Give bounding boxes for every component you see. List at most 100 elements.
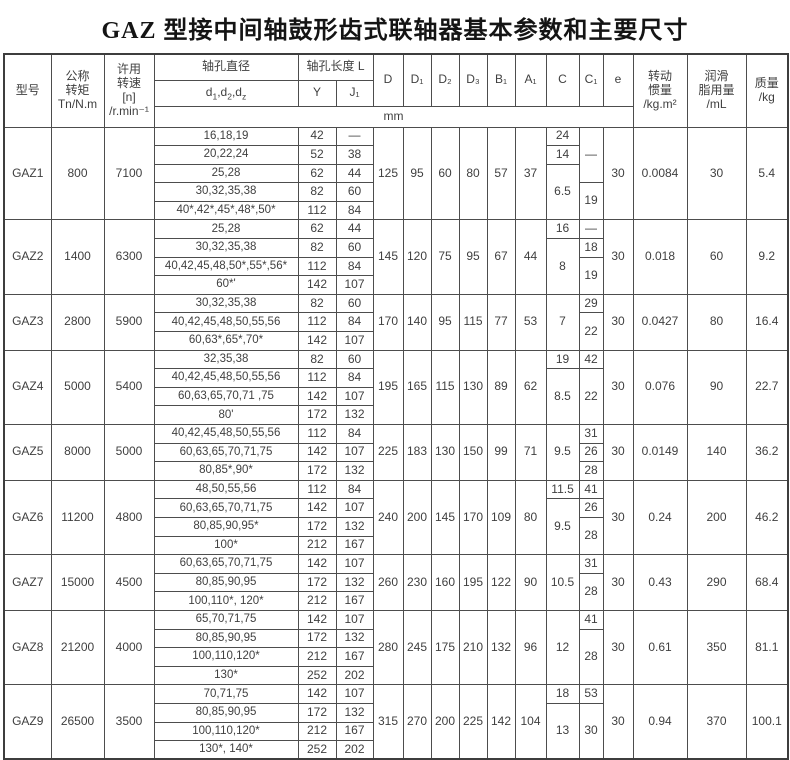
cell-dim-d1: 183 xyxy=(402,424,432,481)
cell-length-j1: 167 xyxy=(335,647,374,667)
cell-dim-d: 195 xyxy=(372,349,404,426)
cell-grease: 60 xyxy=(686,219,747,295)
cell-dim-e: 30 xyxy=(602,126,634,221)
cell-dim-e: 30 xyxy=(602,219,634,295)
cell-dim-c1: 31 xyxy=(578,554,604,574)
cell-inertia: 0.43 xyxy=(632,554,688,611)
cell-speed: 6300 xyxy=(103,219,155,295)
cell-mass: 16.4 xyxy=(745,293,789,351)
cell-bore-diameters: 80,85,90,95 xyxy=(153,702,299,723)
cell-bore-diameters: 130*, 140* xyxy=(153,740,299,760)
table-row: 130*, 140* 252 202 xyxy=(4,740,788,760)
col-header-length-j1: J₁ xyxy=(335,79,374,107)
table-row: 100,110*, 120* 212 167 xyxy=(4,591,788,611)
cell-length-j1: 84 xyxy=(335,200,374,221)
cell-dim-c: 24 xyxy=(545,126,580,147)
cell-dim-d: 225 xyxy=(372,424,404,481)
table-row: GAZ7 15000 4500 60,63,65,70,71,75 142 107 260 2… xyxy=(3,554,789,611)
cell-dim-d2: 95 xyxy=(430,293,460,351)
table-row: GAZ5 8000 5000 40,42,45,48,50,55,56 112 84 225… xyxy=(3,424,789,481)
cell-bore-diameters: 65,70,71,75 xyxy=(153,609,299,630)
cell-speed: 4500 xyxy=(103,554,155,611)
table-row: 60,63,65,70,71,75 142 107 9.5 26 xyxy=(4,498,788,556)
cell-length-j1: 107 xyxy=(335,442,374,463)
cell-grease: 370 xyxy=(686,684,747,760)
cell-torque: 26500 xyxy=(50,684,105,760)
cell-dim-c1: — xyxy=(578,219,604,240)
cell-length-j1: 84 xyxy=(335,368,374,388)
cell-dim-d3: 115 xyxy=(458,293,488,351)
cell-length-y: 142 xyxy=(297,498,337,518)
page-title: GAZ 型接中间轴鼓形齿式联轴器基本参数和主要尺寸 xyxy=(101,18,689,44)
cell-dim-b1: 67 xyxy=(486,219,516,295)
cell-dim-c1: 28 xyxy=(578,628,604,686)
cell-length-y: 212 xyxy=(297,721,337,742)
cell-model: GAZ7 xyxy=(3,554,52,611)
cell-dim-b1: 89 xyxy=(486,349,516,426)
cell-bore-diameters: 60*' xyxy=(153,275,299,295)
table-row: GAZ9 26500 3500 70,71,75 142 107 315 270 200 225 1… xyxy=(3,684,789,760)
cell-dim-d: 145 xyxy=(372,219,404,295)
cell-length-y: 82 xyxy=(297,238,337,258)
cell-torque: 15000 xyxy=(50,554,105,611)
cell-grease: 140 xyxy=(686,424,747,481)
cell-dim-c1: 28 xyxy=(578,516,604,556)
cell-length-j1: 202 xyxy=(335,665,374,686)
cell-dim-c: 7 xyxy=(545,293,580,351)
cell-length-y: 142 xyxy=(297,331,337,351)
cell-length-j1: 107 xyxy=(335,684,374,704)
cell-length-j1: 84 xyxy=(335,312,374,333)
cell-dim-b1: 132 xyxy=(486,609,516,686)
cell-torque: 11200 xyxy=(50,479,105,556)
cell-speed: 4800 xyxy=(103,479,155,556)
cell-dim-c1: 28 xyxy=(578,572,604,611)
cell-dim-d3: 225 xyxy=(458,684,488,760)
cell-dim-c: 8.5 xyxy=(545,368,580,425)
cell-mass: 46.2 xyxy=(745,479,789,556)
cell-torque: 5000 xyxy=(50,349,105,426)
cell-dim-c1: 29 xyxy=(578,293,604,314)
table-row: 60,63,65,70,71,75 142 107 26 xyxy=(4,442,788,463)
cell-dim-c1: 26 xyxy=(578,442,604,463)
cell-length-y: 62 xyxy=(297,163,337,184)
table-row: 40,42,45,48,50,55,56 112 84 22 xyxy=(4,312,788,351)
d-symbol-sub1: 1 xyxy=(212,91,218,102)
cell-bore-diameters: 60,63,65,70,71,75 xyxy=(153,442,299,463)
cell-dim-c1: 42 xyxy=(578,349,604,370)
table-row: 80,85,90,95 172 132 28 xyxy=(4,572,788,611)
cell-length-j1: 202 xyxy=(335,740,374,760)
cell-length-y: 172 xyxy=(297,461,337,481)
cell-dim-c: 16 xyxy=(545,219,580,240)
cell-dim-d3: 130 xyxy=(458,349,488,426)
cell-dim-a1: 44 xyxy=(514,219,547,295)
cell-dim-d: 125 xyxy=(372,126,404,221)
cell-dim-b1: 77 xyxy=(486,293,516,351)
cell-length-j1: 107 xyxy=(335,386,374,407)
col-header-a1: A₁ xyxy=(514,53,547,107)
cell-bore-diameters: 70,71,75 xyxy=(153,684,299,704)
cell-bore-diameters: 100,110,120* xyxy=(153,721,299,742)
cell-length-j1: 132 xyxy=(335,702,374,723)
cell-dim-d3: 210 xyxy=(458,609,488,686)
cell-model: GAZ3 xyxy=(3,293,52,351)
cell-dim-e: 30 xyxy=(602,684,634,760)
cell-dim-b1: 142 xyxy=(486,684,516,760)
cell-grease: 90 xyxy=(686,349,747,426)
cell-mass: 81.1 xyxy=(745,609,789,686)
cell-grease: 290 xyxy=(686,554,747,611)
cell-dim-c1: 22 xyxy=(578,368,604,425)
cell-dim-d2: 130 xyxy=(430,424,460,481)
cell-bore-diameters: 30,32,35,38 xyxy=(153,182,299,202)
col-header-c: C xyxy=(545,53,580,107)
cell-bore-diameters: 60,63,65,70,71,75 xyxy=(153,498,299,518)
cell-dim-d: 315 xyxy=(372,684,404,760)
cell-torque: 800 xyxy=(50,126,105,221)
cell-dim-d: 260 xyxy=(372,554,404,611)
cell-bore-diameters: 100,110,120* xyxy=(153,647,299,667)
col-header-d2: D₂ xyxy=(430,53,460,107)
cell-dim-d1: 140 xyxy=(402,293,432,351)
cell-grease: 80 xyxy=(686,293,747,351)
d-symbol-subz: z xyxy=(241,91,247,102)
cell-dim-c1: 53 xyxy=(578,684,604,704)
cell-length-y: 142 xyxy=(297,554,337,574)
